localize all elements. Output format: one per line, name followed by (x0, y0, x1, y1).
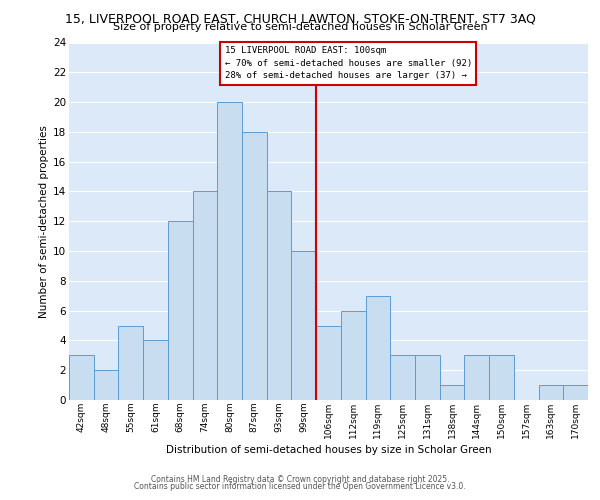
Text: 15, LIVERPOOL ROAD EAST, CHURCH LAWTON, STOKE-ON-TRENT, ST7 3AQ: 15, LIVERPOOL ROAD EAST, CHURCH LAWTON, … (65, 12, 535, 26)
Bar (365, 296, 390, 400)
Bar (242, 132, 267, 400)
Bar (489, 356, 514, 400)
Bar (69, 356, 94, 400)
Bar (217, 102, 242, 400)
Bar (316, 326, 341, 400)
Bar (415, 356, 440, 400)
Bar (440, 385, 464, 400)
Y-axis label: Number of semi-detached properties: Number of semi-detached properties (39, 125, 49, 318)
Text: Contains HM Land Registry data © Crown copyright and database right 2025.: Contains HM Land Registry data © Crown c… (151, 475, 449, 484)
Text: Contains public sector information licensed under the Open Government Licence v3: Contains public sector information licen… (134, 482, 466, 491)
Bar (94, 370, 118, 400)
Bar (168, 221, 193, 400)
Bar (464, 356, 489, 400)
Bar (563, 385, 588, 400)
Bar (539, 385, 563, 400)
Bar (267, 192, 292, 400)
Bar (341, 310, 365, 400)
Bar (292, 251, 316, 400)
Bar (118, 326, 143, 400)
Text: Size of property relative to semi-detached houses in Scholar Green: Size of property relative to semi-detach… (113, 22, 487, 32)
Bar (143, 340, 168, 400)
X-axis label: Distribution of semi-detached houses by size in Scholar Green: Distribution of semi-detached houses by … (166, 444, 491, 454)
Bar (390, 356, 415, 400)
Bar (193, 192, 217, 400)
Text: 15 LIVERPOOL ROAD EAST: 100sqm
← 70% of semi-detached houses are smaller (92)
28: 15 LIVERPOOL ROAD EAST: 100sqm ← 70% of … (224, 46, 472, 80)
